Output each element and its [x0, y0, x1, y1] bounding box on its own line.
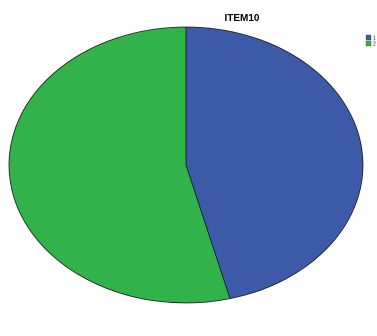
pie-slices — [8, 26, 364, 304]
legend-swatch-1 — [365, 34, 372, 41]
legend-swatch-2 — [365, 40, 372, 47]
chart-title: ITEM10 — [224, 13, 259, 24]
pie-slice-1 — [185, 26, 364, 300]
legend-label-1: 1 — [373, 36, 376, 42]
legend: 12 — [365, 34, 376, 48]
legend-label-2: 2 — [373, 42, 376, 48]
pie-slice-2 — [8, 26, 231, 304]
